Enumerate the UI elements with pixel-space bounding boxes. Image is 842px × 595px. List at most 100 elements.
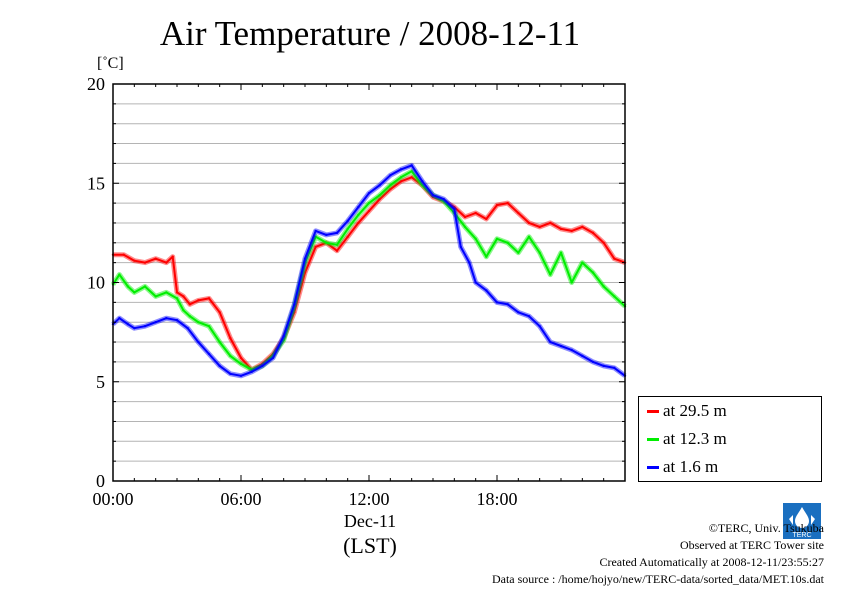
data-point — [207, 324, 211, 328]
data-point — [495, 237, 499, 241]
data-point — [485, 255, 488, 258]
legend-swatch-red — [647, 409, 659, 413]
data-point — [229, 354, 232, 358]
data-point — [126, 285, 130, 288]
data-point — [118, 273, 121, 276]
data-point — [581, 225, 584, 229]
data-point — [188, 315, 191, 318]
data-point — [186, 326, 189, 330]
data-point — [410, 170, 413, 173]
data-point — [175, 291, 179, 294]
data-point — [602, 364, 605, 368]
data-point — [570, 348, 573, 352]
legend-item-29-5m: at 29.5 m — [647, 401, 727, 421]
chart-title: Air Temperature / 2008-12-11 — [159, 14, 581, 53]
y-axis-unit-label: [˚C] — [97, 55, 124, 72]
data-point — [182, 295, 185, 298]
data-point — [602, 285, 605, 288]
data-point — [517, 311, 520, 314]
data-point — [570, 281, 573, 284]
copyright-text: ©TERC, Univ. Tsukuba — [708, 521, 824, 535]
y-tick-labels: 0 5 10 15 20 — [87, 74, 105, 491]
data-point — [389, 174, 392, 177]
data-point — [602, 241, 605, 244]
x-axis-date-label: Dec-11 — [343, 511, 397, 531]
y-tick-label: 10 — [87, 273, 105, 293]
terc-logo: TERC — [783, 503, 821, 539]
data-point — [549, 221, 552, 225]
data-point — [410, 176, 413, 179]
data-point — [367, 191, 371, 195]
data-point — [207, 352, 211, 356]
data-point — [399, 180, 403, 183]
data-point — [165, 261, 168, 264]
data-point — [261, 364, 264, 368]
x-tick-label: 18:00 — [476, 489, 517, 509]
data-point — [485, 217, 488, 221]
data-point — [421, 180, 424, 183]
data-point — [367, 201, 371, 205]
data-point — [154, 321, 157, 324]
data-point — [346, 235, 349, 239]
data-point — [613, 366, 616, 370]
data-point — [357, 213, 360, 217]
legend-label: at 1.6 m — [663, 457, 719, 476]
legend-label: at 12.3 m — [663, 429, 727, 448]
data-point — [314, 235, 317, 239]
observed-text: Observed at TERC Tower site — [679, 538, 824, 552]
legend-swatch-green — [647, 437, 659, 441]
data-point — [399, 176, 403, 179]
legend-item-1-6m: at 1.6 m — [647, 457, 718, 477]
data-point — [122, 253, 125, 256]
data-point — [517, 211, 520, 215]
data-point — [293, 303, 296, 306]
x-tick-label: 12:00 — [348, 489, 389, 509]
data-point — [133, 259, 136, 262]
series-layer — [110, 162, 627, 379]
data-point — [335, 249, 339, 252]
data-point — [378, 193, 381, 197]
data-point — [468, 261, 471, 264]
data-point — [197, 299, 200, 302]
data-point — [442, 197, 445, 201]
y-tick-label: 15 — [87, 173, 105, 193]
data-point — [506, 303, 509, 306]
legend: at 29.5 m at 12.3 m at 1.6 m — [638, 396, 822, 482]
data-point — [175, 319, 179, 322]
x-tick-labels: 00:00 06:00 12:00 18:00 — [92, 489, 517, 509]
data-point — [143, 261, 147, 264]
data-point — [282, 334, 285, 338]
logo-text: TERC — [792, 532, 811, 539]
data-point — [613, 295, 616, 298]
data-point — [133, 326, 136, 330]
data-point — [517, 251, 520, 254]
data-point — [378, 184, 381, 187]
data-point — [229, 372, 232, 376]
x-tick-label: 00:00 — [92, 489, 133, 509]
data-point — [538, 225, 541, 229]
data-point — [410, 164, 413, 167]
data-point — [581, 261, 584, 264]
credits-block: ©TERC, Univ. Tsukuba Observed at TERC To… — [492, 520, 824, 588]
data-point — [559, 344, 563, 348]
data-point — [271, 356, 275, 360]
data-point — [143, 324, 147, 328]
data-point — [314, 245, 317, 248]
data-point — [239, 356, 243, 360]
data-point — [474, 281, 477, 284]
data-point — [357, 221, 360, 225]
data-point — [188, 303, 191, 306]
data-point — [165, 291, 168, 294]
data-point — [506, 241, 509, 244]
x-axis-timezone-label: (LST) — [343, 533, 397, 558]
data-point — [143, 285, 147, 288]
data-point — [527, 235, 531, 239]
data-point — [346, 219, 349, 223]
data-point — [182, 309, 185, 312]
data-point — [431, 193, 435, 197]
data-point — [154, 295, 157, 298]
data-point — [527, 221, 531, 225]
data-point — [239, 362, 243, 366]
data-point — [570, 229, 573, 233]
data-point — [389, 188, 392, 191]
